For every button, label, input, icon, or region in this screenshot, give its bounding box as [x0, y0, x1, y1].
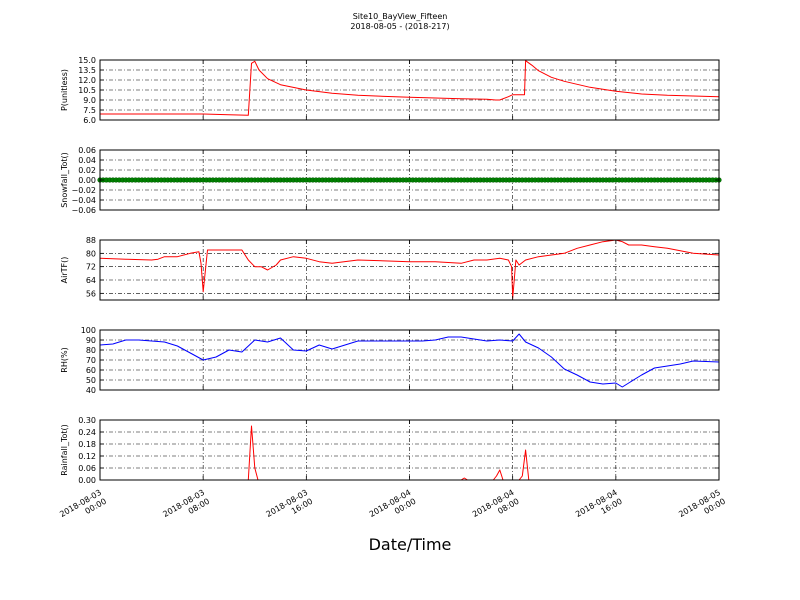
- y-tick-label: 56: [86, 289, 96, 298]
- y-tick-label: 6.0: [83, 116, 96, 125]
- y-tick-label: 0.18: [78, 440, 96, 449]
- figure-title-line2: 2018-08-05 - (2018-217): [350, 22, 449, 31]
- y-axis-label: Snowfall_Tot(): [60, 152, 69, 208]
- y-axis-label: P(unitless): [60, 69, 69, 111]
- y-tick-label: 15.0: [78, 56, 96, 65]
- y-tick-label: 60: [86, 366, 96, 375]
- y-tick-label: 88: [86, 236, 96, 245]
- figure-title-line1: Site10_BayView_Fifteen: [353, 12, 448, 21]
- y-tick-label: 9.0: [83, 96, 96, 105]
- y-tick-label: 80: [86, 346, 96, 355]
- y-axis-label: AirTF(): [60, 257, 69, 284]
- y-tick-label: 72: [86, 263, 96, 272]
- y-tick-label: 12.0: [78, 76, 96, 85]
- series-snowfall: [97, 177, 722, 183]
- y-tick-label: 0.04: [78, 156, 96, 165]
- x-axis-label: Date/Time: [369, 535, 452, 554]
- subplot-2: −0.06−0.04−0.020.000.020.040.06 Snowfall_…: [60, 146, 722, 215]
- subplot-stack: 6.07.59.010.512.013.515.0 P(unitless) −0.0…: [58, 56, 727, 519]
- y-tick-label: 0.06: [78, 146, 96, 155]
- y-tick-label: 90: [86, 336, 96, 345]
- y-tick-label: 7.5: [83, 106, 96, 115]
- series-line-3: [99, 239, 720, 299]
- y-axis-label: RH(%): [60, 347, 69, 372]
- y-tick-label: −0.04: [71, 196, 96, 205]
- y-tick-label: −0.06: [71, 206, 96, 215]
- y-tick-label: 0.06: [78, 464, 96, 473]
- y-tick-label: 50: [86, 376, 96, 385]
- subplot-3: 56 64 72 80 88 AirTF(): [60, 236, 720, 301]
- subplot-5: 0.00 0.06 0.12 0.18 0.24 0.30 Rainfall_Tot() 20…: [58, 416, 727, 519]
- y-tick-label: 0.02: [78, 166, 96, 175]
- subplot-1: 6.07.59.010.512.013.515.0 P(unitless): [60, 56, 720, 125]
- y-axis-label: Rainfall_Tot(): [60, 424, 69, 476]
- y-tick-label: 0.00: [78, 476, 96, 485]
- y-tick-label: 70: [86, 356, 96, 365]
- y-tick-label: 13.5: [78, 66, 96, 75]
- y-tick-label: 0.12: [78, 452, 96, 461]
- y-tick-label: 100: [81, 326, 96, 335]
- y-tick-label: 80: [86, 249, 96, 258]
- y-tick-label: 0.00: [78, 176, 96, 185]
- y-tick-label: 0.30: [78, 416, 96, 425]
- y-tick-label: 64: [86, 276, 96, 285]
- y-tick-label: 10.5: [78, 86, 96, 95]
- series-line-1: [100, 60, 720, 116]
- series-line-4: [99, 333, 720, 388]
- y-tick-label: −0.02: [71, 186, 96, 195]
- y-tick-label: 40: [86, 386, 96, 395]
- y-tick-label: 0.24: [78, 428, 96, 437]
